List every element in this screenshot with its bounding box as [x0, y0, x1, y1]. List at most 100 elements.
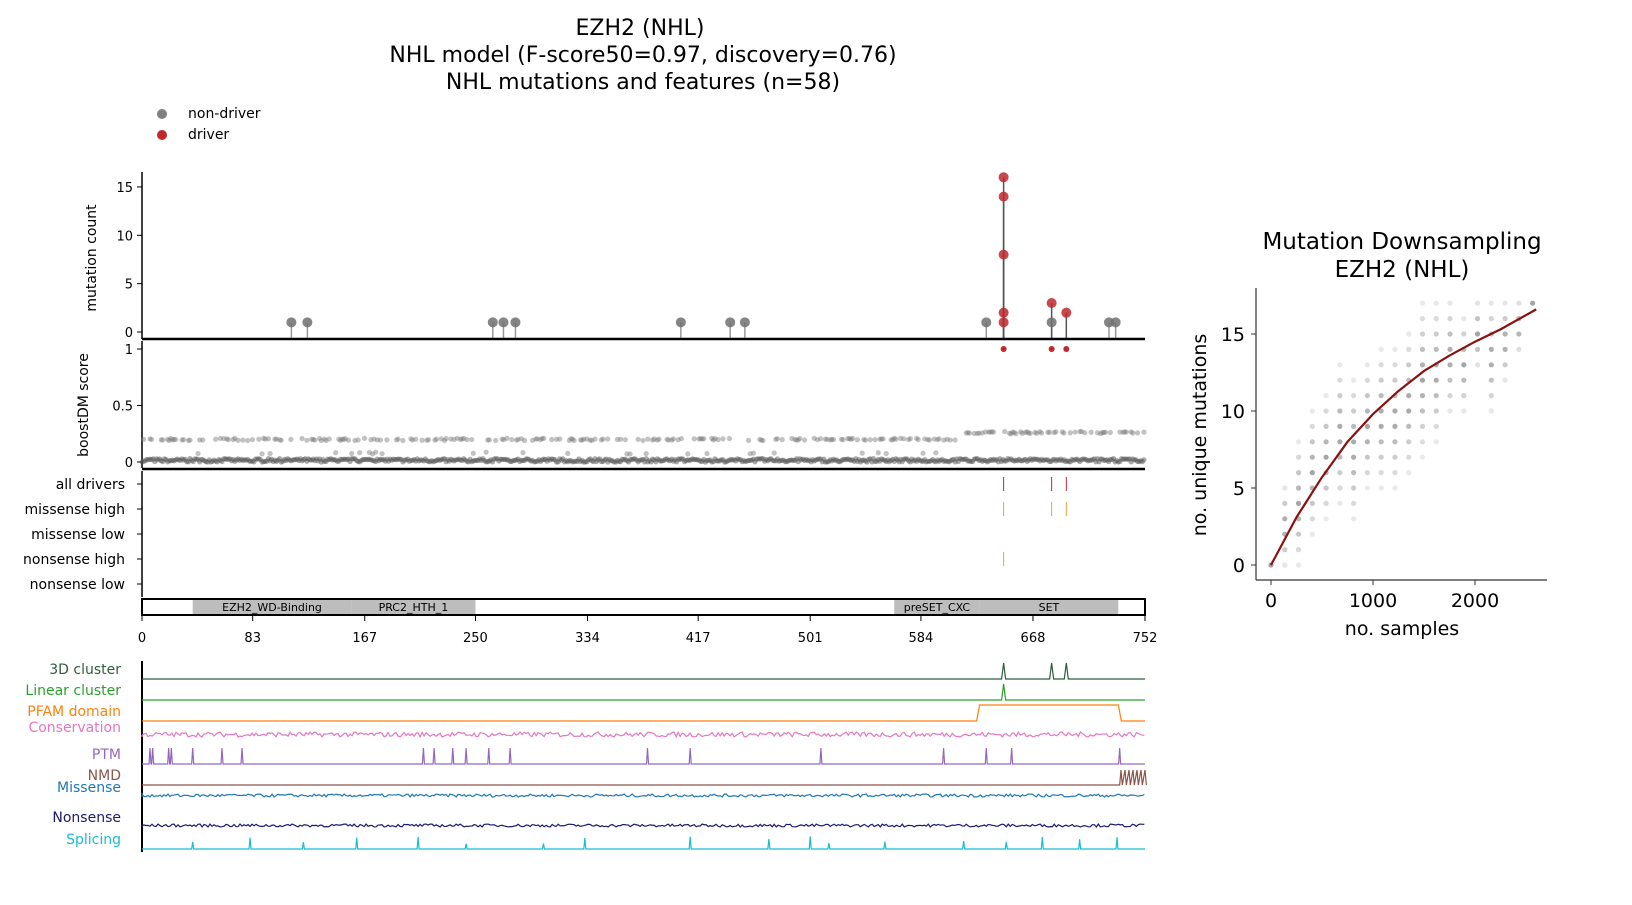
boostdm-point: [166, 437, 172, 444]
boostdm-point: [1046, 429, 1053, 435]
boostdm-point: [1067, 430, 1073, 436]
downsampling-point: [1323, 454, 1329, 460]
boostdm-point: [710, 437, 716, 443]
downsampling-point: [1351, 423, 1357, 429]
boostdm-point: [971, 430, 977, 436]
downsampling-point: [1419, 362, 1426, 368]
downsampling-point: [1474, 316, 1481, 322]
boostdm-point: [537, 437, 544, 443]
boostdm-point: [173, 436, 179, 443]
boostdm-point: [541, 435, 547, 441]
downsampling-point: [1516, 346, 1522, 352]
boostdm-point: [273, 436, 280, 442]
boostdm-point: [195, 450, 201, 457]
downsampling-point: [1337, 408, 1343, 414]
boostdm-point: [1101, 429, 1107, 436]
boostdm-point: [779, 437, 785, 443]
boostdm-point: [822, 436, 829, 442]
boostdm-point: [1019, 430, 1025, 436]
lollipop-ytick-label: 10: [116, 229, 133, 244]
downsampling-point: [1378, 393, 1384, 399]
boostdm-point: [533, 436, 539, 442]
downsampling-point: [1474, 346, 1481, 352]
boostdm-point: [627, 451, 633, 457]
boostdm-point: [824, 436, 830, 442]
boostdm-point: [760, 437, 766, 444]
downsampling-point: [1378, 485, 1384, 491]
downsampling-point: [1419, 423, 1426, 429]
downsampling-point: [1364, 423, 1370, 429]
boostdm-point: [893, 436, 899, 442]
non-driver-mutation-dot: [510, 317, 521, 328]
boostdm-point: [224, 436, 230, 442]
boostdm-point: [230, 436, 236, 443]
feature-track-label: PTM: [92, 747, 121, 763]
boostdm-point: [337, 437, 344, 444]
legend-label-driver: driver: [188, 127, 229, 143]
boostdm-point: [898, 435, 904, 441]
downsampling-point: [1502, 377, 1508, 383]
downsampling-point: [1502, 331, 1508, 337]
driver-mutation-dot: [998, 307, 1009, 318]
driver-track-label: nonsense high: [23, 552, 125, 568]
boostdm-point: [569, 436, 576, 442]
downsampling-point: [1337, 470, 1343, 476]
boostdm-point: [965, 429, 971, 436]
boostdm-point: [794, 437, 800, 443]
boostdm-point: [438, 436, 444, 442]
downsampling-point: [1516, 331, 1522, 337]
boostdm-point: [171, 436, 177, 442]
downsampling-point: [1392, 439, 1398, 445]
boostdm-point: [665, 437, 672, 443]
feature-track-label: NMD: [88, 768, 121, 784]
boostdm-point: [317, 435, 323, 442]
domain-label: SET: [1039, 601, 1060, 614]
downsampling-point: [1282, 547, 1288, 553]
boostdm-point: [651, 436, 657, 442]
boostdm-point: [361, 435, 368, 441]
downsampling-point: [1474, 331, 1481, 337]
boostdm-point: [675, 437, 681, 443]
downsampling-point: [1433, 393, 1439, 399]
boostdm-point: [185, 437, 192, 443]
boostdm-point: [789, 435, 795, 442]
boostdm-point: [888, 437, 894, 443]
downsampling-point: [1295, 547, 1302, 553]
boostdm-ytick-label: 0.5: [112, 400, 133, 415]
x-tick-label: 584: [909, 631, 934, 646]
non-driver-mutation-dot: [981, 317, 992, 328]
downsampling-point: [1337, 393, 1343, 399]
boostdm-point: [217, 435, 224, 442]
downsampling-xtick-label: 2000: [1451, 590, 1499, 612]
boostdm-point: [1037, 429, 1043, 435]
downsampling-point: [1282, 500, 1288, 506]
driver-mutation-dot: [1046, 297, 1057, 308]
driver-track-label: missense low: [31, 527, 125, 543]
boostdm-point: [221, 435, 227, 442]
boostdm-point: [696, 436, 702, 442]
domain-box: [351, 600, 476, 614]
boostdm-point: [1072, 429, 1078, 435]
downsampling-point: [1488, 316, 1494, 322]
downsampling-point: [1364, 377, 1370, 383]
boostdm-point: [1026, 430, 1032, 436]
downsampling-point: [1351, 393, 1357, 399]
boostdm-point: [818, 436, 824, 442]
legend-marker-driver: [157, 130, 167, 140]
boostdm-point: [461, 435, 467, 442]
downsampling-ytick-label: 0: [1233, 555, 1245, 577]
downsampling-point: [1447, 393, 1453, 399]
downsampling-point: [1406, 346, 1412, 352]
boostdm-point: [589, 437, 595, 444]
downsampling-point: [1433, 377, 1439, 383]
boostdm-point: [774, 436, 781, 442]
boostdm-point: [709, 435, 715, 441]
downsampling-point: [1419, 346, 1426, 352]
downsampling-point: [1461, 377, 1467, 383]
boostdm-point: [277, 437, 283, 443]
feature-track-line: [141, 792, 1145, 798]
downsampling-point: [1337, 485, 1343, 491]
boostdm-point: [267, 450, 273, 457]
boostdm-point: [323, 437, 329, 444]
downsampling-point: [1323, 393, 1329, 399]
